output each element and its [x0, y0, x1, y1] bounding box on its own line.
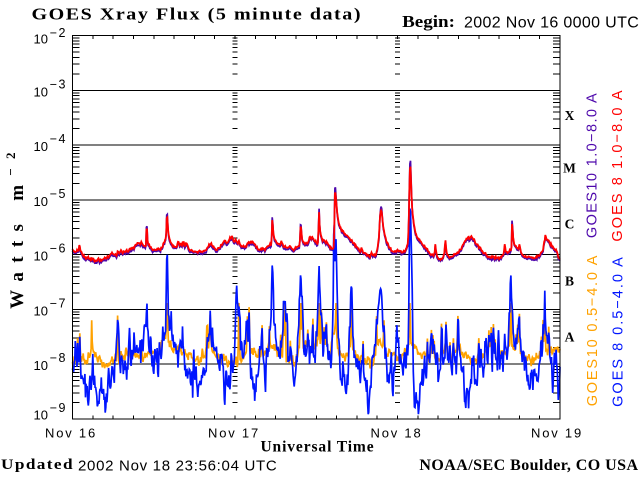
svg-text:−9: −9 [50, 401, 67, 415]
svg-text:Nov 19: Nov 19 [531, 426, 583, 441]
svg-text:Nov 16: Nov 16 [45, 426, 97, 441]
svg-text:B: B [565, 274, 574, 289]
svg-text:10: 10 [34, 139, 48, 154]
svg-text:M: M [563, 161, 576, 176]
svg-text:Updated: Updated [1, 457, 74, 473]
svg-text:−6: −6 [50, 242, 67, 256]
svg-text:10: 10 [34, 303, 48, 318]
svg-text:Nov 17: Nov 17 [208, 426, 260, 441]
svg-text:−5: −5 [50, 187, 67, 201]
svg-text:Nov 18: Nov 18 [371, 426, 423, 441]
svg-text:−2: −2 [50, 26, 67, 40]
svg-text:−8: −8 [50, 351, 67, 365]
svg-text:2002 Nov 18 23:56:04 UTC: 2002 Nov 18 23:56:04 UTC [78, 458, 277, 475]
svg-text:10: 10 [34, 249, 48, 264]
svg-text:−4: −4 [50, 132, 67, 146]
svg-text:NOAA/SEC Boulder, CO USA: NOAA/SEC Boulder, CO USA [419, 457, 638, 474]
svg-text:GOES10 0.5−4.0 A: GOES10 0.5−4.0 A [585, 254, 601, 407]
svg-text:10: 10 [34, 84, 48, 99]
svg-text:C: C [565, 217, 575, 232]
svg-text:10: 10 [34, 31, 48, 46]
svg-text:10: 10 [34, 358, 48, 373]
svg-text:GOES 8 1.0−8.0 A: GOES 8 1.0−8.0 A [610, 88, 626, 241]
svg-text:X: X [565, 108, 575, 123]
svg-text:GOES Xray Flux (5 minute data): GOES Xray Flux (5 minute data) [32, 5, 363, 24]
svg-text:2002 Nov 16 0000 UTC: 2002 Nov 16 0000 UTC [464, 15, 639, 32]
svg-text:−3: −3 [50, 77, 67, 91]
svg-text:GOES10 1.0−8.0 A: GOES10 1.0−8.0 A [584, 92, 600, 238]
svg-text:Begin:: Begin: [402, 12, 455, 31]
svg-text:GOES 8 0.5−4.0 A: GOES 8 0.5−4.0 A [610, 255, 626, 407]
svg-text:10: 10 [34, 408, 48, 423]
svg-text:10: 10 [34, 194, 48, 209]
svg-text:A: A [565, 330, 575, 345]
svg-text:−7: −7 [50, 296, 67, 310]
svg-text:Universal Time: Universal Time [260, 439, 374, 456]
